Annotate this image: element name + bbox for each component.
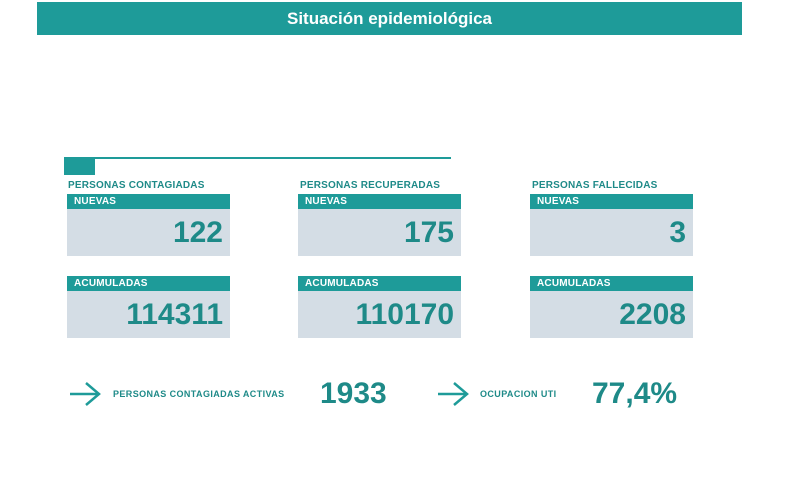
recuperadas-title: PERSONAS RECUPERADAS <box>300 180 441 191</box>
fallecidas-nuevas-value: 3 <box>669 215 686 249</box>
card-header: NUEVAS <box>67 194 230 209</box>
contagiadas-nuevas-value: 122 <box>172 215 223 249</box>
recuperadas-acumuladas-card: ACUMULADAS 110170 <box>298 276 461 338</box>
contagiadas-acumuladas-value: 114311 <box>126 297 223 331</box>
recuperadas-nuevas-card: NUEVAS 175 <box>298 194 461 256</box>
uti-label: OCUPACION UTI <box>480 389 557 399</box>
uti-value: 77,4% <box>592 377 678 410</box>
card-value: 110170 <box>298 291 461 338</box>
fallecidas-title: PERSONAS FALLECIDAS <box>532 180 658 191</box>
card-value: 122 <box>67 209 230 256</box>
arrow-right-icon <box>438 382 469 406</box>
card-value: 2208 <box>530 291 693 338</box>
activas-label: PERSONAS CONTAGIADAS ACTIVAS <box>113 389 285 399</box>
fallecidas-nuevas-card: NUEVAS 3 <box>530 194 693 256</box>
recuperadas-acumuladas-value: 110170 <box>355 297 454 331</box>
card-header: ACUMULADAS <box>530 276 693 291</box>
card-header: ACUMULADAS <box>298 276 461 291</box>
section-divider <box>64 157 451 159</box>
card-value: 114311 <box>67 291 230 338</box>
contagiadas-acumuladas-card: ACUMULADAS 114311 <box>67 276 230 338</box>
card-header: NUEVAS <box>298 194 461 209</box>
arrow-right-icon <box>70 382 101 406</box>
contagiadas-title: PERSONAS CONTAGIADAS <box>68 180 205 191</box>
card-header: ACUMULADAS <box>67 276 230 291</box>
contagiadas-nuevas-card: NUEVAS 122 <box>67 194 230 256</box>
recuperadas-nuevas-value: 175 <box>403 215 454 249</box>
page-title: Situación epidemiológica <box>287 8 492 28</box>
activas-value: 1933 <box>320 377 387 410</box>
card-value: 3 <box>530 209 693 256</box>
card-header: NUEVAS <box>530 194 693 209</box>
card-value: 175 <box>298 209 461 256</box>
fallecidas-acumuladas-card: ACUMULADAS 2208 <box>530 276 693 338</box>
fallecidas-acumuladas-value: 2208 <box>619 297 686 331</box>
header-banner: Situación epidemiológica <box>37 2 742 35</box>
section-divider-accent <box>64 158 95 175</box>
